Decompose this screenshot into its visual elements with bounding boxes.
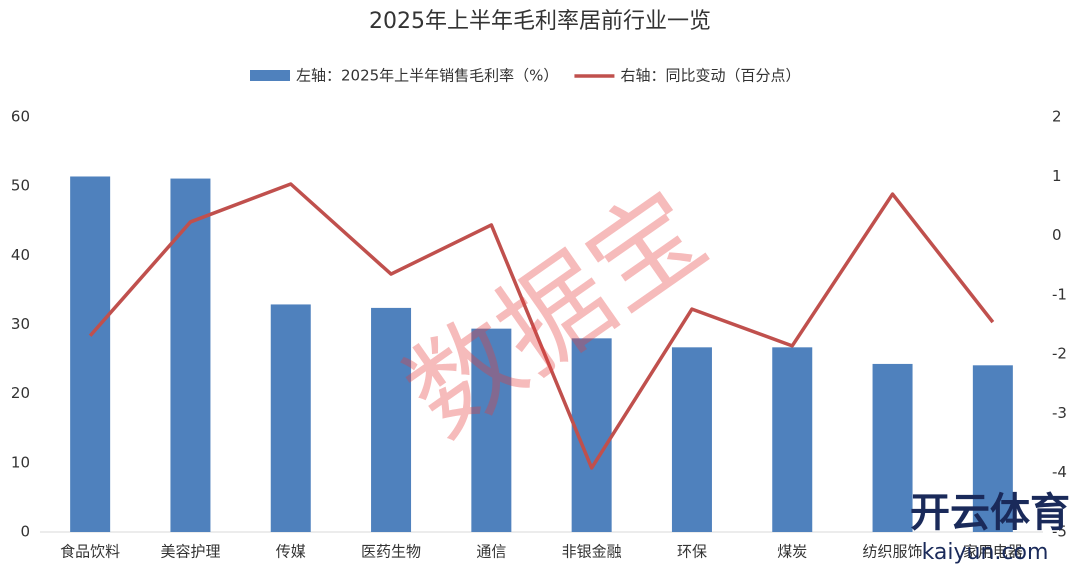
y-tick-label: 40: [11, 246, 30, 264]
x-tick-label: 家用电器: [963, 543, 1023, 561]
x-tick-label: 传媒: [276, 543, 306, 561]
y-tick-label: 10: [11, 453, 30, 471]
x-tick-label: 煤炭: [777, 543, 807, 561]
y2-tick-label: -2: [1052, 345, 1067, 363]
y2-tick-label: 2: [1052, 108, 1062, 126]
line-series: [88, 182, 995, 470]
watermark-logo: 开云体育: [910, 490, 1070, 536]
x-tick-label: 医药生物: [361, 543, 421, 561]
bar: [270, 304, 311, 532]
x-tick-label: 美容护理: [160, 543, 220, 561]
y-tick-label: 60: [11, 108, 30, 126]
bar: [170, 178, 211, 532]
x-tick-label: 纺织服饰: [863, 543, 923, 561]
y2-tick-label: -3: [1052, 404, 1067, 422]
legend-swatch: [250, 70, 290, 81]
x-tick-label: 环保: [677, 543, 707, 561]
watermark-url: kaiyun.com: [922, 540, 1049, 565]
y2-tick-label: -4: [1052, 463, 1067, 481]
x-tick-label: 通信: [476, 543, 506, 561]
bar: [772, 347, 813, 532]
legend-label: 左轴：2025年上半年销售毛利率（%）: [296, 67, 558, 85]
chart-title: 2025年上半年毛利率居前行业一览: [369, 9, 711, 34]
y-tick-label: 50: [11, 177, 30, 195]
y2-tick-label: -1: [1052, 285, 1067, 303]
bar: [671, 347, 712, 532]
bar: [70, 176, 111, 532]
bar: [371, 307, 412, 532]
y-tick-label: 0: [20, 523, 30, 541]
bar: [872, 363, 913, 532]
legend-label: 右轴：同比变动（百分点）: [620, 67, 800, 85]
y-tick-label: 20: [11, 384, 30, 402]
bar: [972, 365, 1013, 532]
bar: [471, 328, 512, 532]
y-tick-label: 30: [11, 315, 30, 333]
x-tick-label: 非银金融: [562, 543, 622, 561]
y2-tick-label: 0: [1052, 226, 1062, 244]
x-tick-label: 食品饮料: [60, 543, 120, 561]
y2-tick-label: -5: [1052, 523, 1067, 541]
y2-tick-label: 1: [1052, 167, 1062, 185]
